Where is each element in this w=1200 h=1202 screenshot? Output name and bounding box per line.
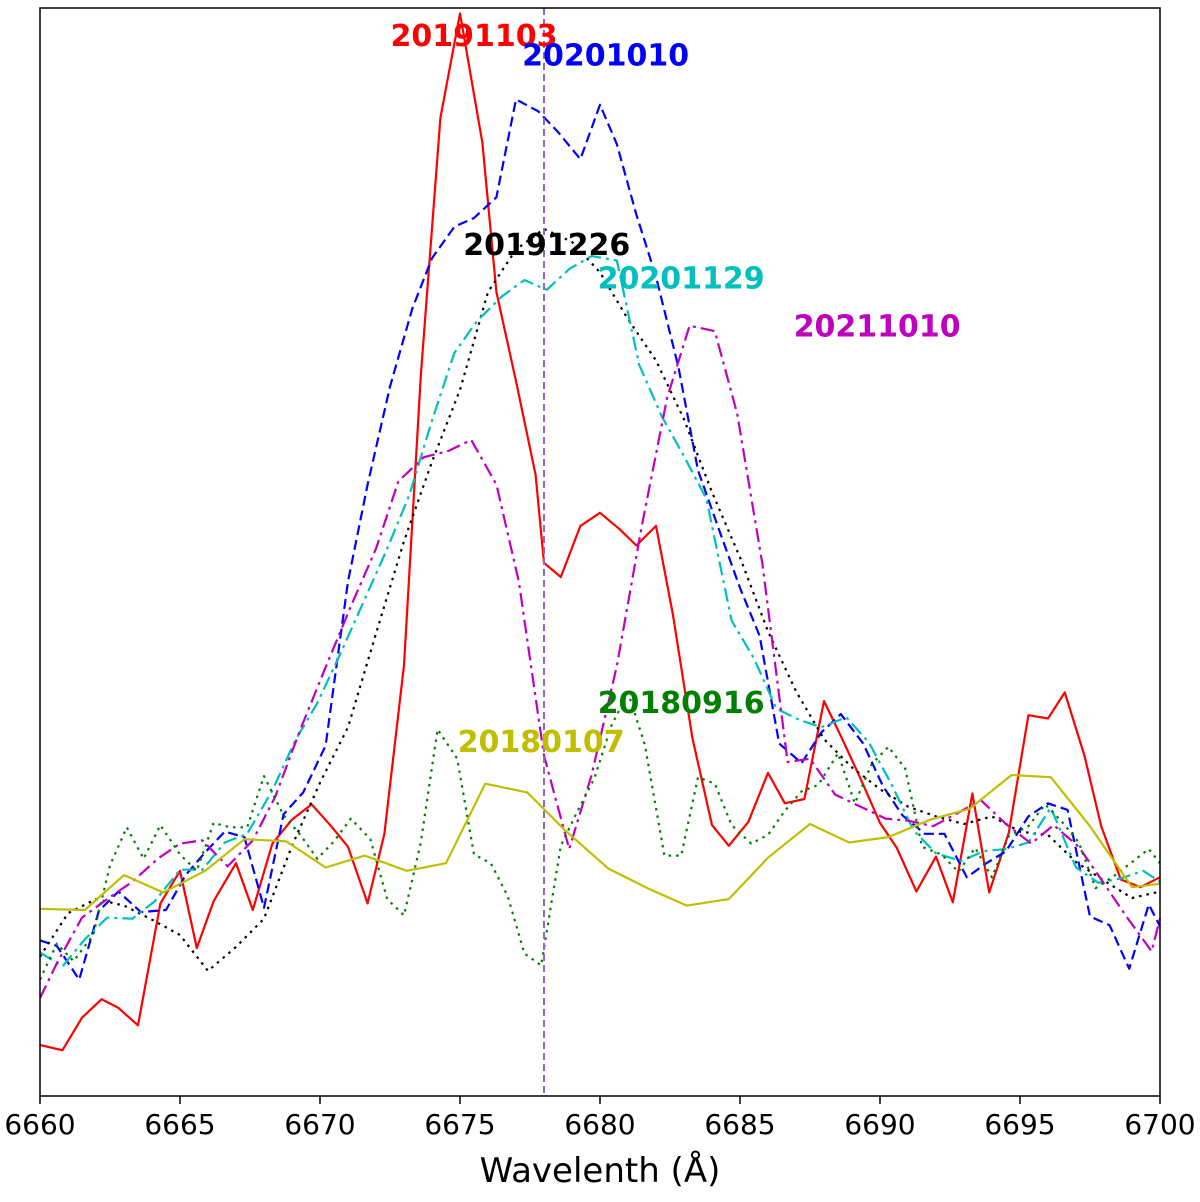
x-axis-ticks: 6660 6665 6670 6675 6680 6685 6690 6695 6700 bbox=[4, 1096, 1196, 1141]
x-tick-label: 6665 bbox=[144, 1108, 215, 1141]
series-line-20201129 bbox=[39, 255, 1161, 968]
x-tick-label: 6690 bbox=[844, 1108, 915, 1141]
x-tick-label: 6685 bbox=[704, 1108, 775, 1141]
series-label-20191103: 20191103 bbox=[391, 19, 558, 54]
series-line-20180916 bbox=[39, 691, 1161, 981]
x-tick-label: 6695 bbox=[984, 1108, 1055, 1141]
x-tick-label: 6675 bbox=[424, 1108, 495, 1141]
series-label-20201010: 20201010 bbox=[522, 39, 689, 74]
series-label-20191226: 20191226 bbox=[463, 228, 630, 263]
plot-frame bbox=[39, 7, 1161, 1097]
x-tick-label: 6680 bbox=[564, 1108, 635, 1141]
series-label-20201129: 20201129 bbox=[598, 262, 765, 297]
series-label-20211010: 20211010 bbox=[794, 310, 961, 345]
series-label-20180916: 20180916 bbox=[598, 686, 765, 721]
series-layer bbox=[39, 12, 1162, 1052]
x-tick-label: 6660 bbox=[4, 1108, 75, 1141]
series-line-20191103 bbox=[39, 12, 1161, 1052]
x-axis-title: Wavelenth (Å) bbox=[480, 1150, 721, 1191]
series-line-20201010 bbox=[39, 98, 1161, 981]
x-tick-label: 6700 bbox=[1124, 1108, 1195, 1141]
series-label-20180107: 20180107 bbox=[458, 725, 625, 760]
series-line-20211010 bbox=[39, 324, 1162, 999]
x-tick-label: 6670 bbox=[284, 1108, 355, 1141]
series-line-20191226 bbox=[39, 227, 1161, 973]
series-line-20180107 bbox=[39, 773, 1161, 912]
